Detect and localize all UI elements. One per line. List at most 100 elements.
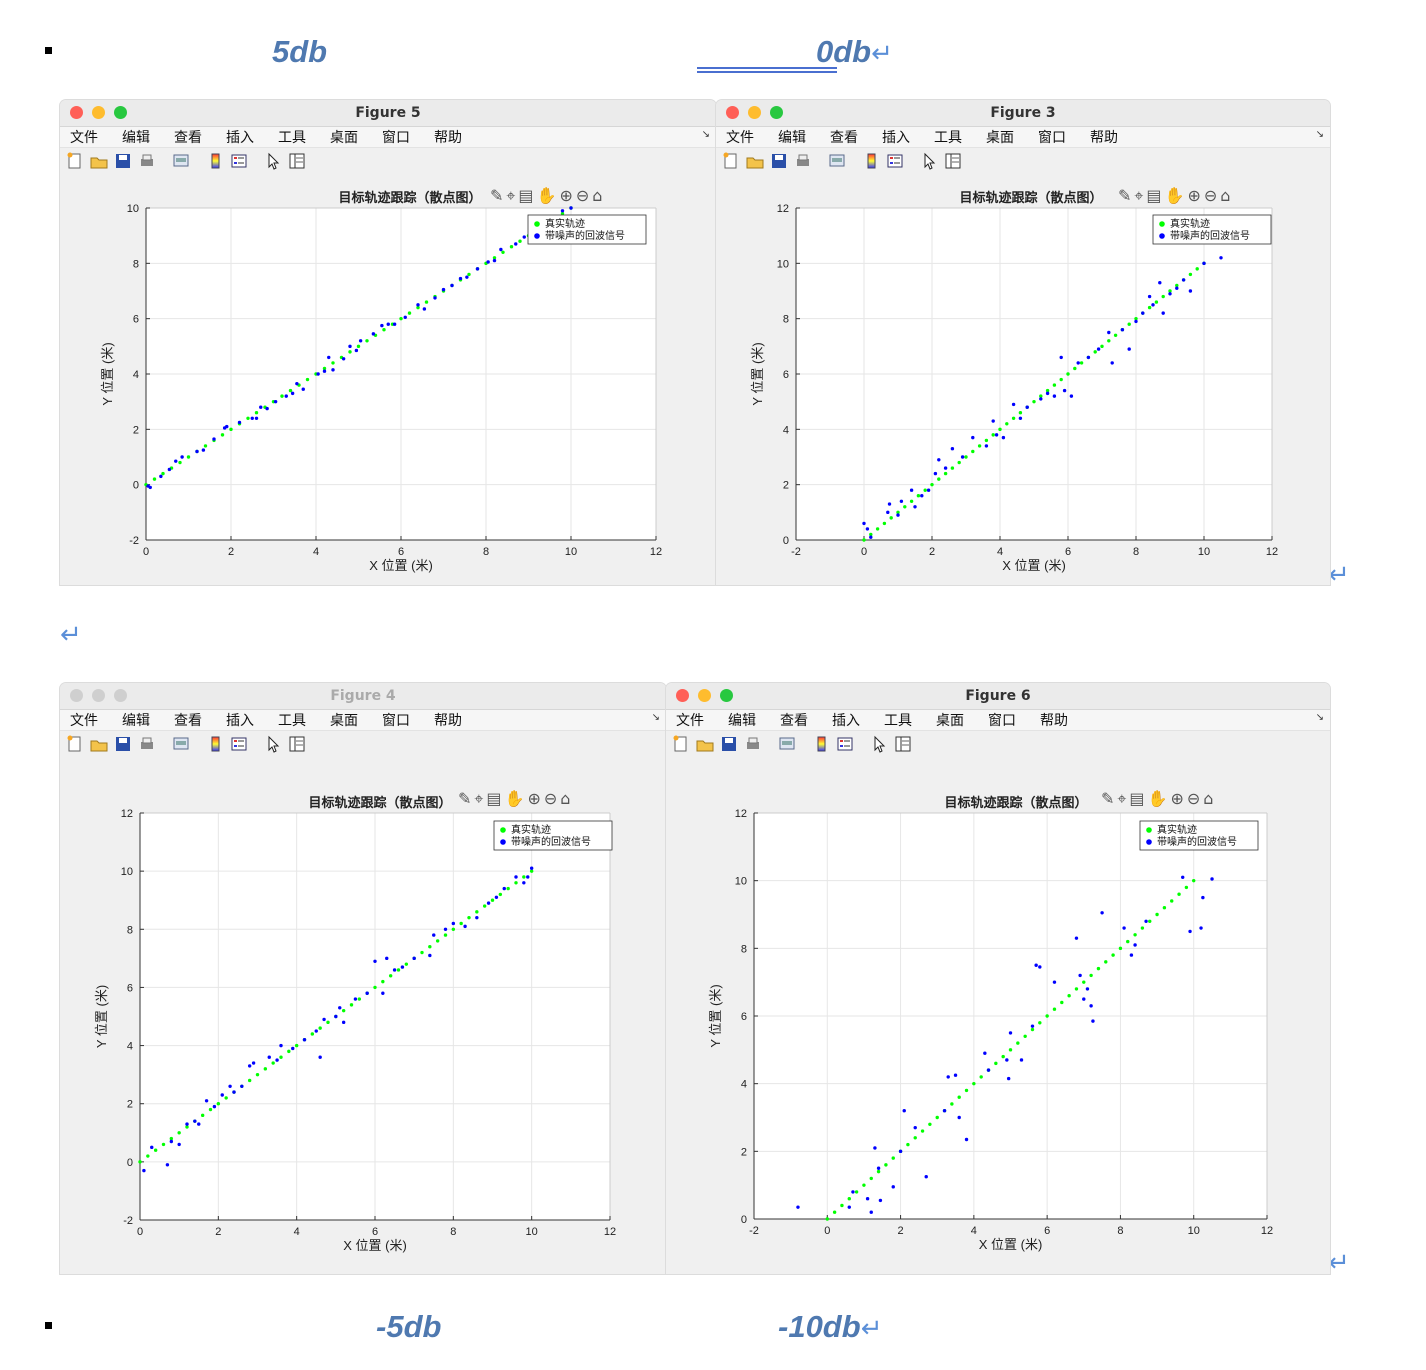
- property-editor-icon[interactable]: [944, 152, 962, 170]
- figure-window-4[interactable]: Figure 4 文件 编辑 查看 插入 工具 桌面 窗口 帮助 ↘ 0 2 4 6 8 10 12 -2 0 2 4 6…: [60, 683, 666, 1274]
- close-window-button[interactable]: [70, 689, 83, 702]
- title-bar[interactable]: Figure 4: [60, 683, 666, 710]
- menu-item[interactable]: 桌面: [330, 130, 358, 146]
- zoom-window-button[interactable]: [114, 106, 127, 119]
- menu-item[interactable]: 窗口: [382, 130, 410, 146]
- zoom-out-icon[interactable]: ⊖: [543, 789, 558, 808]
- data-tip-icon[interactable]: ⌖: [1134, 186, 1144, 205]
- zoom-in-icon[interactable]: ⊕: [1170, 789, 1184, 808]
- close-window-button[interactable]: [676, 689, 689, 702]
- data-tip-icon[interactable]: ⌖: [506, 186, 516, 205]
- minimize-window-button[interactable]: [92, 689, 105, 702]
- menu-item[interactable]: 桌面: [986, 130, 1014, 146]
- menu-item[interactable]: 工具: [278, 713, 306, 729]
- zoom-window-button[interactable]: [114, 689, 127, 702]
- menu-item[interactable]: 文件: [676, 713, 704, 729]
- brush-icon[interactable]: ✎: [458, 789, 472, 808]
- zoom-out-icon[interactable]: ⊖: [1186, 789, 1201, 808]
- menu-item[interactable]: 帮助: [1040, 713, 1068, 729]
- menu-item[interactable]: 文件: [70, 713, 98, 729]
- legend-icon[interactable]: [230, 735, 248, 753]
- colorbar-icon[interactable]: [862, 152, 880, 170]
- menu-overflow-icon[interactable]: ↘: [1315, 129, 1324, 140]
- colorbar-icon[interactable]: [206, 735, 224, 753]
- menu-item[interactable]: 插入: [882, 130, 910, 146]
- menu-item[interactable]: 窗口: [1038, 130, 1066, 146]
- pan-icon[interactable]: ✋: [536, 186, 557, 205]
- save-icon[interactable]: [114, 735, 132, 753]
- new-figure-icon[interactable]: [66, 152, 84, 170]
- menu-item[interactable]: 文件: [726, 130, 754, 146]
- data-tip-icon[interactable]: ⌖: [1117, 789, 1127, 808]
- brush-icon[interactable]: ✎: [1101, 789, 1115, 808]
- legend-toggle-icon[interactable]: ▤: [518, 186, 534, 205]
- new-figure-icon[interactable]: [672, 735, 690, 753]
- colorbar-icon[interactable]: [812, 735, 830, 753]
- pointer-icon[interactable]: [264, 735, 282, 753]
- pan-icon[interactable]: ✋: [504, 789, 525, 808]
- close-window-button[interactable]: [70, 106, 83, 119]
- menu-item[interactable]: 查看: [830, 130, 858, 146]
- legend-toggle-icon[interactable]: ▤: [1129, 789, 1145, 808]
- title-bar[interactable]: Figure 3: [716, 100, 1330, 127]
- menu-item[interactable]: 桌面: [936, 713, 964, 729]
- menu-item[interactable]: 窗口: [382, 713, 410, 729]
- menu-item[interactable]: 插入: [832, 713, 860, 729]
- property-editor-icon[interactable]: [288, 735, 306, 753]
- zoom-in-icon[interactable]: ⊕: [1187, 186, 1201, 205]
- menu-item[interactable]: 帮助: [434, 130, 462, 146]
- brush-icon[interactable]: ✎: [490, 186, 504, 205]
- home-icon[interactable]: ⌂: [1203, 789, 1214, 808]
- zoom-in-icon[interactable]: ⊕: [527, 789, 541, 808]
- pointer-icon[interactable]: [264, 152, 282, 170]
- zoom-out-icon[interactable]: ⊖: [1203, 186, 1218, 205]
- home-icon[interactable]: ⌂: [592, 186, 603, 205]
- title-bar[interactable]: Figure 5: [60, 100, 716, 127]
- menu-item[interactable]: 插入: [226, 713, 254, 729]
- open-file-icon[interactable]: [696, 735, 714, 753]
- menu-item[interactable]: 文件: [70, 130, 98, 146]
- legend-icon[interactable]: [886, 152, 904, 170]
- menu-item[interactable]: 工具: [934, 130, 962, 146]
- zoom-in-icon[interactable]: ⊕: [559, 186, 573, 205]
- menu-item[interactable]: 桌面: [330, 713, 358, 729]
- menu-item[interactable]: 工具: [278, 130, 306, 146]
- minimize-window-button[interactable]: [92, 106, 105, 119]
- zoom-window-button[interactable]: [770, 106, 783, 119]
- legend-icon[interactable]: [836, 735, 854, 753]
- link-plot-icon[interactable]: [172, 735, 190, 753]
- menu-item[interactable]: 窗口: [988, 713, 1016, 729]
- menu-overflow-icon[interactable]: ↘: [1315, 712, 1324, 723]
- menu-item[interactable]: 查看: [780, 713, 808, 729]
- save-icon[interactable]: [770, 152, 788, 170]
- menu-item[interactable]: 编辑: [728, 713, 756, 729]
- close-window-button[interactable]: [726, 106, 739, 119]
- print-icon[interactable]: [138, 152, 156, 170]
- menu-overflow-icon[interactable]: ↘: [701, 129, 710, 140]
- menu-item[interactable]: 编辑: [122, 713, 150, 729]
- menu-overflow-icon[interactable]: ↘: [651, 712, 660, 723]
- zoom-window-button[interactable]: [720, 689, 733, 702]
- property-editor-icon[interactable]: [288, 152, 306, 170]
- menu-item[interactable]: 查看: [174, 713, 202, 729]
- home-icon[interactable]: ⌂: [560, 789, 571, 808]
- pointer-icon[interactable]: [870, 735, 888, 753]
- menu-item[interactable]: 帮助: [434, 713, 462, 729]
- open-file-icon[interactable]: [90, 735, 108, 753]
- new-figure-icon[interactable]: [722, 152, 740, 170]
- open-file-icon[interactable]: [90, 152, 108, 170]
- pointer-icon[interactable]: [920, 152, 938, 170]
- home-icon[interactable]: ⌂: [1220, 186, 1231, 205]
- pan-icon[interactable]: ✋: [1147, 789, 1168, 808]
- menu-item[interactable]: 插入: [226, 130, 254, 146]
- link-plot-icon[interactable]: [828, 152, 846, 170]
- colorbar-icon[interactable]: [206, 152, 224, 170]
- legend-toggle-icon[interactable]: ▤: [1146, 186, 1162, 205]
- title-bar[interactable]: Figure 6: [666, 683, 1330, 710]
- minimize-window-button[interactable]: [748, 106, 761, 119]
- minimize-window-button[interactable]: [698, 689, 711, 702]
- legend-icon[interactable]: [230, 152, 248, 170]
- brush-icon[interactable]: ✎: [1118, 186, 1132, 205]
- menu-item[interactable]: 编辑: [122, 130, 150, 146]
- save-icon[interactable]: [114, 152, 132, 170]
